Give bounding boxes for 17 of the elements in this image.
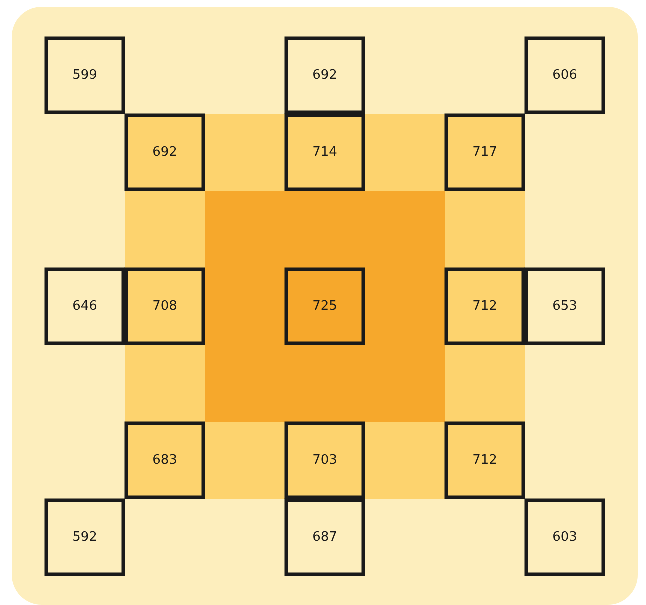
data-label: 714 [312,145,338,160]
data-label: 683 [152,453,178,468]
data-label: 646 [72,299,98,314]
data-label: 599 [72,68,98,83]
data-label: 653 [552,299,578,314]
data-label: 708 [152,299,178,314]
data-label: 725 [312,299,338,314]
data-label: 703 [312,453,338,468]
data-label: 717 [472,145,498,160]
data-label: 692 [152,145,178,160]
data-label: 592 [72,530,98,545]
data-label: 603 [552,530,578,545]
data-label: 692 [312,68,338,83]
data-label: 687 [312,530,338,545]
data-label: 712 [472,299,498,314]
data-label: 606 [552,68,578,83]
data-label: 712 [472,453,498,468]
